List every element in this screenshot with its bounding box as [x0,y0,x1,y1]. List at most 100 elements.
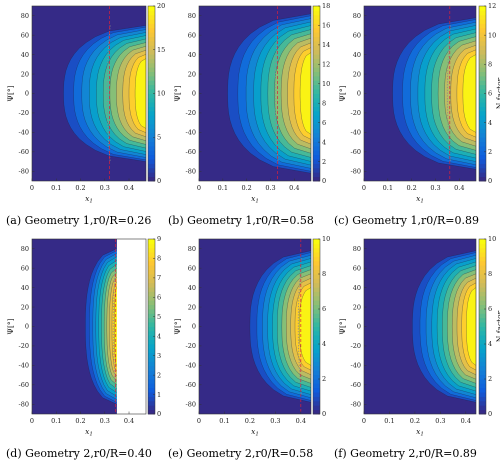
colorbar-segment [148,14,155,20]
colorbar-segment [148,132,155,138]
y-axis-label: Ψ[°] [338,85,347,101]
x-tick-label: 0.2 [245,417,255,425]
colorbar-segment [313,282,320,288]
colorbar-segment [148,287,155,292]
panel-b: 0 0.1 0.2 0.3 0.4 80 60 40 20 0 -20 -40 -60 -80 x1 Ψ[°]… [168,0,334,233]
x-tick-label: 0.3 [100,184,110,192]
dotted-curve [112,258,117,395]
colorbar-segment [479,409,486,415]
x-tick-label: 0.3 [270,417,280,425]
colorbar-segment [313,102,320,108]
colorbar-segment [313,265,320,271]
x-tick-label: 0.3 [100,417,110,425]
x-tick-label: 0.3 [265,184,275,192]
caption-a: (a) Geometry 1,r0/R=0.26 [6,214,152,227]
colorbar-segment [313,19,320,24]
colorbar-segment [148,392,155,397]
colorbar-tick-label: 10 [488,235,496,243]
colorbar-tick-label: 3 [157,352,161,360]
colorbar-tick-label: 4 [322,138,326,146]
colorbar-segment [148,27,155,33]
colorbar-segment [313,49,320,55]
x-tick-label: 0 [362,417,366,425]
colorbar-tick-label: 0 [157,177,161,185]
y-tick-label: 60 [188,264,196,272]
colorbar-segment [313,379,320,384]
colorbar-segment [479,167,486,173]
colorbar-segment [148,374,155,380]
y-tick-label: -80 [186,400,196,408]
x-tick-label: 0 [30,417,34,425]
y-tick-label: -80 [351,167,361,175]
colorbar-segment [148,10,155,16]
x-axis-label: x1 [416,194,424,205]
colorbar-segment [313,76,320,81]
panel-a: 0 0.1 0.2 0.3 0.4 80 60 40 20 0 -20 -40 -60 -80 x1 Ψ[°]… [0,0,168,233]
colorbar-segment [479,176,486,182]
colorbar-segment [313,23,320,29]
colorbar-frame [478,238,487,415]
colorbar-segment [479,287,486,292]
colorbar-segment [313,163,320,169]
contour-plot-f: 0 0.1 0.2 0.3 0.4806040200-20-40-60-80x1Ψ[°]… [338,235,500,437]
colorbar-segment [148,115,155,121]
colorbar-segment [313,146,320,151]
colorbar-segment [313,243,320,249]
colorbar-segment [148,150,155,156]
x-tick-label: 0 [30,184,34,192]
colorbar-segment [313,239,320,244]
colorbar-segment [148,111,155,116]
colorbar-tick-label: 6 [322,305,326,313]
y-tick-label: 40 [353,51,361,59]
y-tick-label: -80 [19,400,29,408]
y-tick-label: -40 [19,362,29,370]
colorbar-segment [479,80,486,86]
colorbar-segment [479,309,486,314]
colorbar-segment [479,49,486,55]
y-tick-label: 80 [188,12,196,20]
colorbar-segment [313,106,320,112]
x-tick-label: 0.4 [296,417,306,425]
colorbar-segment [313,154,320,160]
colorbar-segment [479,172,486,178]
colorbar-tick-label: 2 [157,371,161,379]
colorbar-tick-label: 6 [488,305,492,313]
colorbar-segment [313,10,320,16]
colorbar-segment [479,317,486,323]
colorbar-segment [148,172,155,178]
colorbar-segment [479,400,486,406]
colorbar-segment [148,365,155,371]
colorbar-segment [148,23,155,29]
colorbar-segment [479,150,486,156]
colorbar-segment [313,409,320,415]
colorbar-tick-label: 12 [488,2,496,10]
caption-d: (d) Geometry 2,r0/R=0.40 [6,447,152,460]
y-tick-label: 40 [21,284,29,292]
x-tick-label: 0.2 [406,184,416,192]
colorbar-segment [479,405,486,411]
colorbar-segment [479,27,486,33]
colorbar-tick-label: 18 [322,2,330,10]
colorbar-segment [148,36,155,42]
contour-plot-b: 0 0.1 0.2 0.3 0.4806040200-20-40-60-80x1Ψ[°]… [173,2,330,204]
colorbar-segment [148,167,155,173]
colorbar-segment [313,287,320,292]
colorbar-segment [313,176,320,182]
y-tick-label: 0 [357,323,361,331]
colorbar-segment [479,146,486,151]
colorbar-segment [313,67,320,73]
colorbar-tick-label: 4 [488,119,492,127]
y-tick-label: 20 [353,303,361,311]
colorbar-segment [148,154,155,160]
colorbar-tick-label: 0 [322,410,326,418]
contour-level-10 [466,287,476,366]
x-tick-label: 0.4 [124,417,134,425]
colorbar-segment [148,269,155,275]
colorbar-segment [313,119,320,125]
colorbar-segment [313,291,320,297]
colorbar-segment [148,41,155,46]
colorbar-segment [148,119,155,125]
colorbar-segment [479,326,486,332]
contour-plot-c: 0 0.1 0.2 0.3 0.4806040200-20-40-60-80x1Ψ[°]… [338,2,500,205]
colorbar-tick-label: 5 [157,313,161,321]
